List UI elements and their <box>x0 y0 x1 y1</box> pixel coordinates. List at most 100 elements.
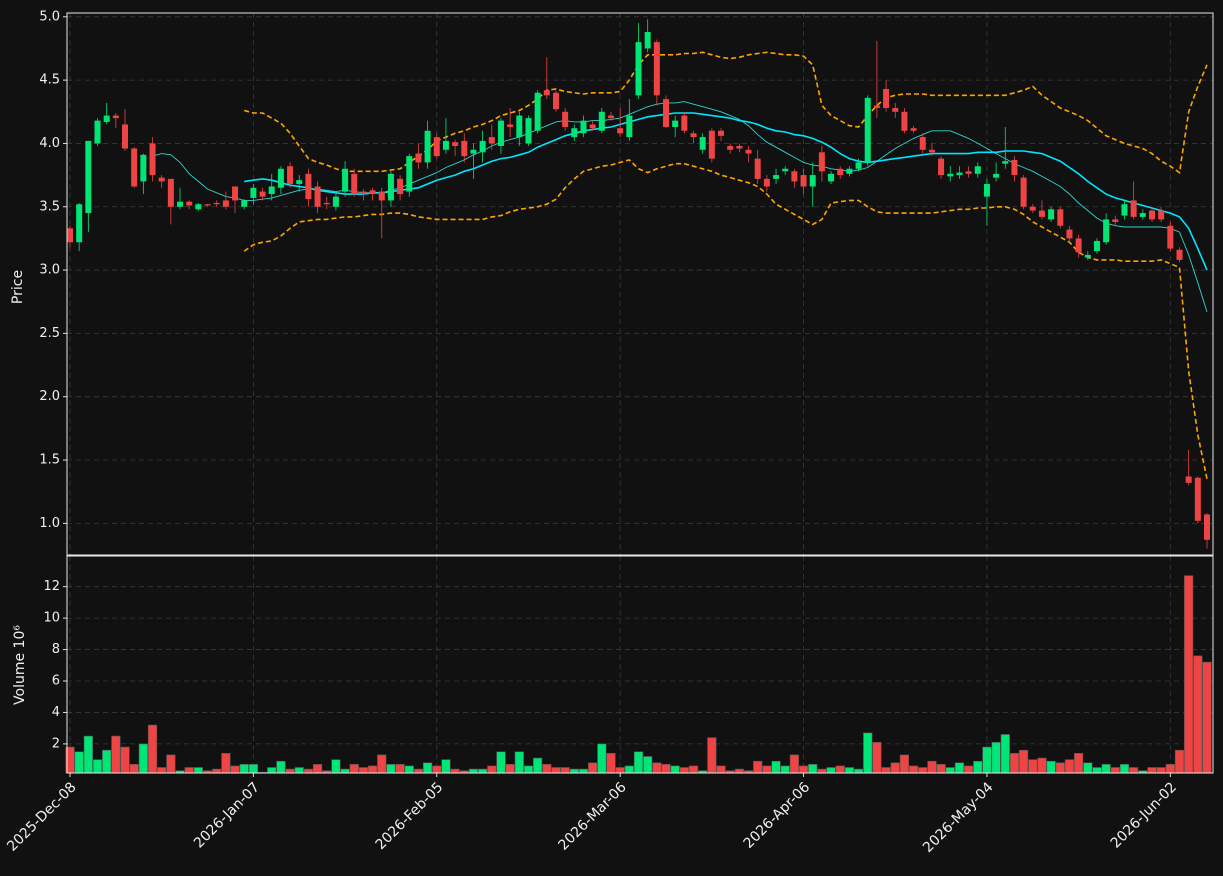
candle-body <box>672 120 679 127</box>
volume-bar <box>853 768 864 774</box>
candle-body <box>773 175 780 179</box>
candle-body <box>892 107 899 112</box>
volume-bar <box>120 746 130 774</box>
volume-bar <box>450 768 460 774</box>
volume-bar <box>863 732 873 774</box>
y-tick-label: 8 <box>52 642 60 657</box>
volume-bar <box>478 768 488 774</box>
volume-bar <box>661 764 671 774</box>
candle-body <box>305 173 312 200</box>
volume-bar <box>1074 753 1084 774</box>
volume-bar <box>157 767 167 774</box>
candle-body <box>607 115 614 119</box>
volume-bar <box>973 760 983 774</box>
volume-axis-label: Volume 10⁶ <box>12 625 28 705</box>
candle-body <box>1103 219 1110 243</box>
volume-bar <box>111 735 121 774</box>
volume-bar <box>606 753 616 774</box>
volume-bar <box>670 765 680 774</box>
volume-bar <box>826 767 836 774</box>
candle-body <box>277 168 284 188</box>
candle-body <box>993 173 1000 178</box>
y-tick-label: 6 <box>52 674 60 689</box>
volume-bar <box>83 735 93 774</box>
volume-bar <box>817 768 827 774</box>
candle-body <box>1121 204 1128 216</box>
candle-body <box>809 175 816 187</box>
candle-body <box>543 90 550 96</box>
volume-bar <box>890 762 900 774</box>
candle-body <box>644 31 651 49</box>
candle-body <box>663 99 670 127</box>
candle-body <box>1093 240 1100 252</box>
candle-body <box>332 196 339 207</box>
volume-bar <box>1156 767 1166 774</box>
candle-body <box>617 128 624 134</box>
candle-body <box>213 202 220 205</box>
candle-body <box>525 118 532 144</box>
volume-bar <box>982 746 992 774</box>
candle-body <box>828 173 835 182</box>
volume-bar <box>340 768 350 774</box>
candle-body <box>122 124 129 149</box>
volume-bar <box>927 760 937 774</box>
volume-bar <box>285 768 295 774</box>
volume-bar <box>963 765 974 774</box>
candle-body <box>846 168 853 174</box>
volume-bar <box>1064 759 1075 774</box>
volume-bar <box>441 759 451 774</box>
volume-bar <box>1147 767 1157 774</box>
candle-body <box>800 175 807 187</box>
candle-body <box>342 168 349 192</box>
volume-bar <box>92 759 103 774</box>
candle-body <box>635 42 642 96</box>
candle-body <box>1176 249 1183 260</box>
candle-body <box>479 140 486 153</box>
volume-bar <box>193 767 203 774</box>
candle-body <box>85 140 92 214</box>
candle-body <box>186 201 193 206</box>
candle-body <box>158 177 165 182</box>
volume-bar <box>533 757 543 774</box>
candle-body <box>488 137 495 144</box>
volume-bar <box>1174 749 1185 774</box>
candle-body <box>167 178 174 207</box>
volume-bar <box>991 742 1001 774</box>
candle-body <box>562 111 569 127</box>
candle-body <box>1038 210 1045 217</box>
volume-bar <box>1028 759 1038 774</box>
volume-bar <box>643 756 653 774</box>
volume-bar <box>551 767 561 774</box>
volume-bar <box>908 765 919 774</box>
candle-body <box>131 148 138 187</box>
volume-bar <box>1019 749 1029 774</box>
candle-body <box>195 204 202 210</box>
candle-body <box>1204 514 1210 540</box>
candle-body <box>1084 254 1091 258</box>
volume-bar <box>1119 764 1130 774</box>
volume-bar <box>1101 764 1111 774</box>
y-tick-label: 1.5 <box>39 453 60 468</box>
volume-bar <box>1202 661 1212 774</box>
candle-body <box>598 111 605 131</box>
volume-bar <box>780 765 790 774</box>
y-tick-label: 3.5 <box>39 199 60 214</box>
candle-body <box>947 173 954 177</box>
candle-body <box>754 158 761 179</box>
volume-bar <box>1129 767 1139 774</box>
candle-body <box>928 149 935 153</box>
y-tick-label: 5.0 <box>39 9 60 24</box>
volume-bar <box>1009 753 1020 774</box>
candle-body <box>94 120 101 144</box>
candle-body <box>140 154 147 182</box>
indicator-line <box>243 51 1208 174</box>
y-tick-label: 2.0 <box>39 389 60 404</box>
volume-bar <box>312 764 323 774</box>
candle-body <box>1011 159 1018 176</box>
indicator-line <box>243 159 1208 480</box>
candle-body <box>727 145 734 150</box>
volume-bar <box>569 768 579 774</box>
candle-body <box>351 173 358 195</box>
volume-bar <box>918 767 928 774</box>
